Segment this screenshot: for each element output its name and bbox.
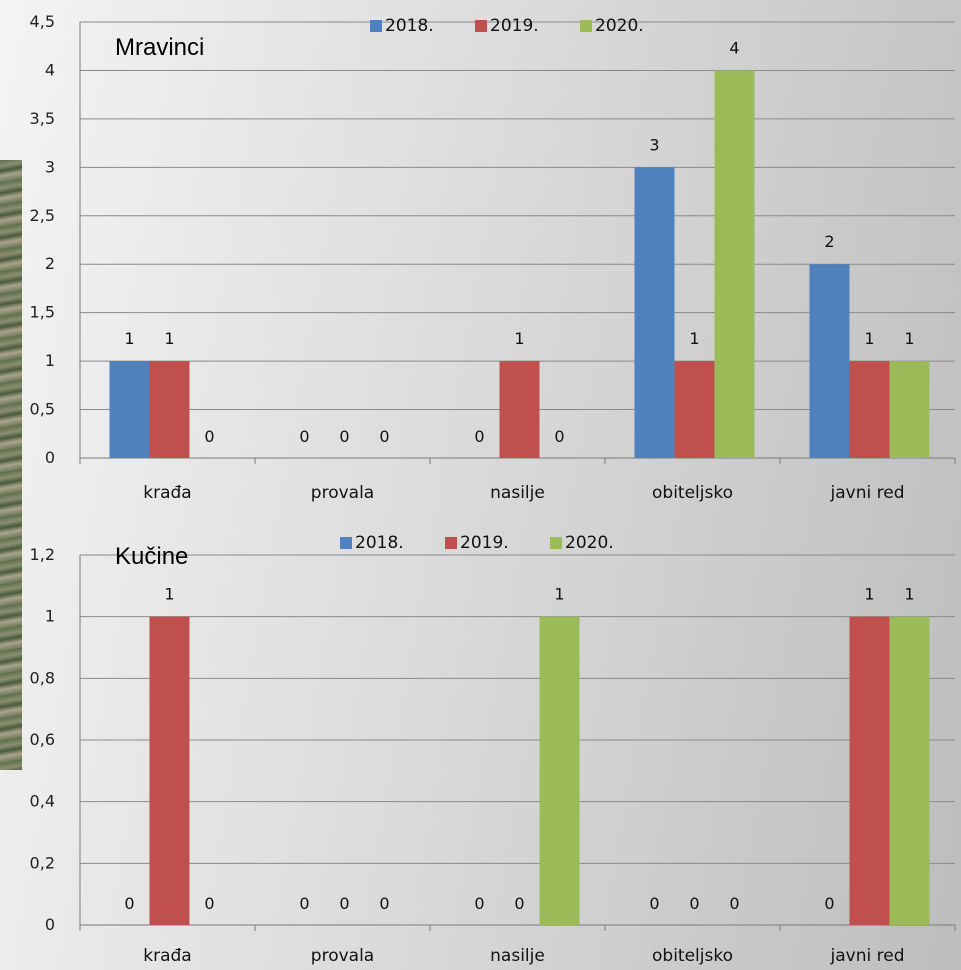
y-tick-label: 1,5 [30,303,55,322]
data-label: 2 [824,232,834,251]
legend-swatch-2019 [445,537,457,549]
bar-nasilje-2019 [499,361,540,458]
legend-swatch-2020 [580,20,592,32]
data-label: 0 [299,427,309,446]
bar-krada-2019 [149,616,190,925]
data-label: 3 [649,135,659,154]
data-label: 1 [904,329,914,348]
bar-krada-2018 [109,361,150,458]
legend-swatch-2018 [370,20,382,32]
y-tick-label: 2 [45,254,55,273]
y-tick-label: 0,4 [30,792,55,811]
y-tick-label: 1,2 [30,545,55,564]
category-label-javni-red: javni red [830,946,905,966]
category-label-provala: provala [311,483,374,503]
y-tick-label: 2,5 [30,206,55,225]
y-tick-label: 4 [45,60,55,79]
category-label-krada: krađa [143,946,191,966]
bar-javni-red-2018 [809,264,850,458]
data-label: 4 [729,38,739,57]
y-tick-label: 3,5 [30,109,55,128]
y-tick-label: 1 [45,607,55,626]
category-label-krada: krađa [143,483,191,503]
legend-label: 2018. [355,533,404,553]
legend-label: 2020. [595,16,644,36]
background-photo [0,160,22,770]
chart-kucine: 0 0,2 0,4 0,6 0,8 1 1,2 0 1 0 krađa 0 0 0 provala 0 0 1 na… [30,533,956,966]
y-tick-label: 4,5 [30,12,55,31]
bar-krada-2019 [149,361,190,458]
y-tick-label: 0,6 [30,730,55,749]
chart-title: Kučine [115,543,188,570]
y-tick-label: 0,5 [30,400,55,419]
category-label-provala: provala [311,946,374,966]
data-label: 0 [339,894,349,913]
chart-mravinci: 0 0,5 1 1,5 2 2,5 3 3,5 4 4,5 1 1 0 krađa 0 0 0 provala 0 1… [30,12,956,503]
category-label-obiteljsko: obiteljsko [652,483,733,503]
data-label: 1 [164,329,174,348]
legend-swatch-2018 [340,537,352,549]
data-label: 1 [124,329,134,348]
data-label: 0 [474,427,484,446]
data-label: 0 [824,894,834,913]
y-tick-label: 3 [45,157,55,176]
y-tick-label: 0 [45,915,55,934]
legend-swatch-2020 [550,537,562,549]
data-label: 0 [339,427,349,446]
y-tick-label: 1 [45,351,55,370]
bar-javni-red-2020 [889,616,930,925]
data-label: 0 [299,894,309,913]
data-label: 0 [379,427,389,446]
data-label: 0 [379,894,389,913]
data-label: 0 [554,427,564,446]
data-label: 1 [554,585,564,604]
category-label-obiteljsko: obiteljsko [652,946,733,966]
data-label: 0 [514,894,524,913]
bar-javni-red-2019 [849,616,890,925]
bar-obiteljsko-2020 [714,70,755,458]
data-label: 1 [864,329,874,348]
data-label: 1 [689,329,699,348]
chart-title: Mravinci [115,34,204,61]
data-label: 0 [204,894,214,913]
data-label: 1 [904,585,914,604]
category-label-javni-red: javni red [830,483,905,503]
category-label-nasilje: nasilje [490,946,545,966]
data-label: 0 [204,427,214,446]
y-tick-label: 0,2 [30,853,55,872]
data-label: 1 [514,329,524,348]
data-label: 0 [689,894,699,913]
data-label: 0 [474,894,484,913]
y-tick-label: 0,8 [30,668,55,687]
legend-label: 2019. [490,16,539,36]
legend-label: 2018. [385,16,434,36]
category-label-nasilje: nasilje [490,483,545,503]
data-label: 0 [124,894,134,913]
bar-javni-red-2020 [889,361,930,458]
bar-nasilje-2020 [539,616,580,925]
bar-obiteljsko-2018 [634,167,675,459]
bar-javni-red-2019 [849,361,890,458]
data-label: 1 [864,585,874,604]
legend-label: 2020. [565,533,614,553]
data-label: 1 [164,585,174,604]
data-label: 0 [729,894,739,913]
y-tick-label: 0 [45,448,55,467]
legend-label: 2019. [460,533,509,553]
legend-swatch-2019 [475,20,487,32]
bar-obiteljsko-2019 [674,361,715,458]
data-label: 0 [649,894,659,913]
